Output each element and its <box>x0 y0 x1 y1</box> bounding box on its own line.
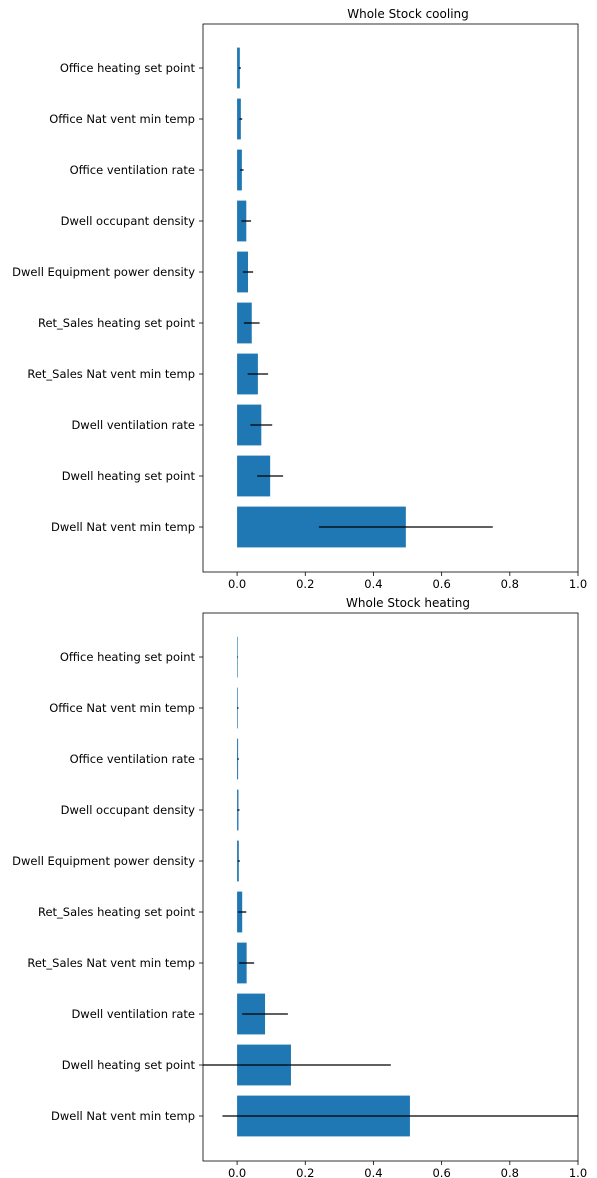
x-tick-label: 0.8 <box>501 1166 519 1178</box>
x-tick-group: 0.0 0.2 0.4 0.6 0.8 1.0 <box>228 572 587 591</box>
y-tick-label: Ret_Sales Nat vent min temp <box>27 956 195 970</box>
bar <box>237 353 258 395</box>
x-tick-group: 0.0 0.2 0.4 0.6 0.8 1.0 <box>228 1161 587 1178</box>
heating-chart: Whole Stock heating Office heating set p… <box>12 596 587 1178</box>
y-tick-label: Office Nat vent min temp <box>49 701 195 715</box>
y-tick-label: Dwell Nat vent min temp <box>51 1109 195 1123</box>
y-tick-label: Ret_Sales heating set point <box>38 905 195 919</box>
x-tick-label: 1.0 <box>569 577 587 591</box>
error-bar-group <box>238 67 493 528</box>
y-tick-label: Office ventilation rate <box>70 752 195 766</box>
y-tick-group: Office heating set point Office Nat vent … <box>12 61 203 534</box>
y-tick-label: Dwell occupant density <box>61 214 196 228</box>
y-tick-label: Office heating set point <box>60 650 196 664</box>
chart-title: Whole Stock heating <box>346 596 470 610</box>
y-tick-label: Office ventilation rate <box>70 163 195 177</box>
y-tick-label: Dwell Nat vent min temp <box>51 520 195 534</box>
bar <box>237 149 242 191</box>
y-tick-label: Dwell heating set point <box>62 1058 196 1072</box>
y-tick-label: Ret_Sales Nat vent min temp <box>27 367 195 381</box>
x-tick-label: 0.0 <box>228 577 246 591</box>
bar <box>237 251 248 293</box>
x-tick-label: 0.6 <box>432 577 450 591</box>
y-tick-label: Dwell heating set point <box>62 469 196 483</box>
bar <box>237 98 241 140</box>
y-tick-label: Ret_Sales heating set point <box>38 316 195 330</box>
error-bar-group <box>203 656 578 1117</box>
x-tick-label: 0.4 <box>364 1166 382 1178</box>
y-tick-label: Office heating set point <box>60 61 196 75</box>
plot-frame <box>202 23 579 573</box>
x-tick-label: 0.2 <box>296 1166 314 1178</box>
y-tick-label: Dwell ventilation rate <box>71 1007 195 1021</box>
chart-title: Whole Stock cooling <box>347 7 469 21</box>
x-tick-label: 0.2 <box>296 577 314 591</box>
plot-frame <box>202 612 579 1162</box>
x-tick-label: 0.4 <box>364 577 382 591</box>
y-tick-label: Dwell occupant density <box>61 803 196 817</box>
y-tick-label: Dwell ventilation rate <box>71 418 195 432</box>
x-tick-label: 0.0 <box>228 1166 246 1178</box>
x-tick-label: 1.0 <box>569 1166 587 1178</box>
x-tick-label: 0.6 <box>432 1166 450 1178</box>
y-tick-label: Dwell Equipment power density <box>12 265 195 279</box>
bar <box>237 47 240 89</box>
cooling-chart: Whole Stock cooling Office heating set p… <box>12 7 587 591</box>
y-tick-label: Dwell Equipment power density <box>12 854 195 868</box>
x-tick-label: 0.8 <box>501 577 519 591</box>
y-tick-group: Office heating set point Office Nat vent … <box>12 650 203 1123</box>
y-tick-label: Office Nat vent min temp <box>49 112 195 126</box>
